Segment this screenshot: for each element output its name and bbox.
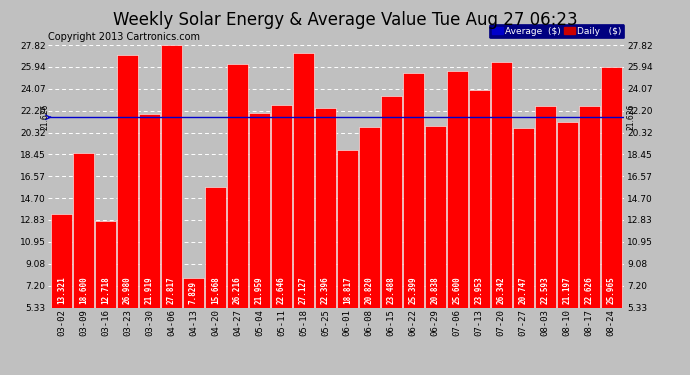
Bar xyxy=(161,45,182,308)
Bar xyxy=(227,64,248,308)
Bar xyxy=(601,67,622,308)
Text: 7.829: 7.829 xyxy=(189,281,198,304)
Bar xyxy=(491,62,512,308)
Text: 20.820: 20.820 xyxy=(365,276,374,304)
Text: 18.600: 18.600 xyxy=(79,276,88,304)
Text: 22.396: 22.396 xyxy=(321,276,330,304)
Text: 23.488: 23.488 xyxy=(387,276,396,304)
Text: 18.817: 18.817 xyxy=(343,276,352,304)
Bar xyxy=(535,106,555,307)
Text: 25.965: 25.965 xyxy=(607,276,615,304)
Text: 21.959: 21.959 xyxy=(255,276,264,304)
Text: 21.626: 21.626 xyxy=(41,104,50,130)
Text: 23.953: 23.953 xyxy=(475,276,484,304)
Text: 12.718: 12.718 xyxy=(101,276,110,304)
Text: 15.668: 15.668 xyxy=(211,276,220,304)
Bar xyxy=(469,90,490,308)
Bar xyxy=(337,150,358,308)
Text: Weekly Solar Energy & Average Value Tue Aug 27 06:23: Weekly Solar Energy & Average Value Tue … xyxy=(112,11,578,29)
Bar xyxy=(359,127,380,308)
Bar xyxy=(139,114,160,308)
Bar xyxy=(557,122,578,308)
Text: 21.919: 21.919 xyxy=(145,276,154,304)
Bar xyxy=(271,105,292,308)
Text: 13.321: 13.321 xyxy=(57,276,66,304)
Bar xyxy=(117,55,138,308)
Text: Copyright 2013 Cartronics.com: Copyright 2013 Cartronics.com xyxy=(48,32,200,42)
Bar xyxy=(425,126,446,308)
Bar xyxy=(73,153,94,308)
Text: 21.626: 21.626 xyxy=(627,104,635,130)
Text: 21.197: 21.197 xyxy=(563,276,572,304)
Text: 27.817: 27.817 xyxy=(167,276,176,304)
Bar xyxy=(403,73,424,308)
Text: 22.646: 22.646 xyxy=(277,276,286,304)
Text: 25.399: 25.399 xyxy=(409,276,418,304)
Text: 22.626: 22.626 xyxy=(584,276,594,304)
Bar xyxy=(447,71,468,308)
Bar xyxy=(205,187,226,308)
Text: 20.838: 20.838 xyxy=(431,276,440,304)
Text: 26.216: 26.216 xyxy=(233,276,242,304)
Bar xyxy=(293,53,314,307)
Bar xyxy=(183,278,204,308)
Text: 22.593: 22.593 xyxy=(541,276,550,304)
Text: 26.980: 26.980 xyxy=(123,276,132,304)
Text: 26.342: 26.342 xyxy=(497,276,506,304)
Bar xyxy=(381,96,402,308)
Text: 27.127: 27.127 xyxy=(299,276,308,304)
Bar xyxy=(51,214,72,308)
Bar xyxy=(95,221,116,308)
Bar xyxy=(249,113,270,308)
Text: 25.600: 25.600 xyxy=(453,276,462,304)
Bar xyxy=(315,108,336,307)
Bar xyxy=(579,106,600,308)
Text: 20.747: 20.747 xyxy=(519,276,528,304)
Legend: Average  ($), Daily   ($): Average ($), Daily ($) xyxy=(489,24,624,38)
Bar xyxy=(513,128,534,308)
